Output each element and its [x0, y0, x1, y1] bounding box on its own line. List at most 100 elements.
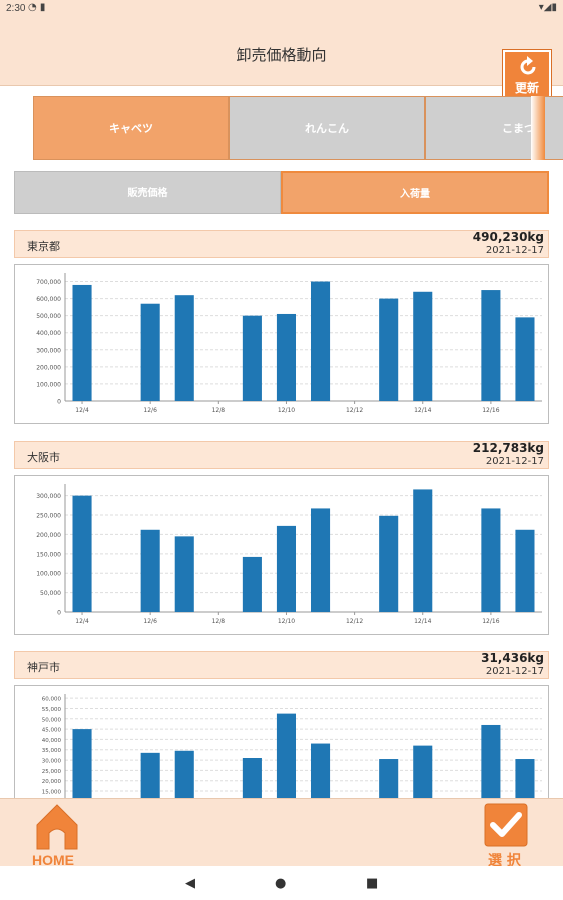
x-tick-label: 12/8 — [212, 407, 226, 414]
y-tick-label: 40,000 — [42, 738, 62, 744]
market-header-tokyo: 東京都 490,230kg 2021-12-17 — [14, 230, 549, 258]
y-tick-label: 30,000 — [42, 759, 62, 765]
metric-tabs: 販売価格 入荷量 — [14, 171, 549, 214]
x-tick-label: 12/10 — [278, 407, 295, 414]
market-amount: 212,783kg — [472, 441, 544, 455]
y-tick-label: 15,000 — [42, 790, 62, 796]
y-tick-label: 500,000 — [36, 313, 61, 320]
page-title: 卸売価格動向 — [236, 46, 327, 64]
market-date: 2021-12-17 — [485, 456, 544, 467]
home-label: HOME — [32, 852, 74, 868]
market-header-kobe: 神戸市 31,436kg 2021-12-17 — [14, 651, 549, 679]
y-tick-label: 60,000 — [42, 697, 62, 703]
x-tick-label: 12/14 — [414, 618, 431, 625]
market-header-osaka: 大阪市 212,783kg 2021-12-17 — [14, 441, 549, 469]
x-tick-label: 12/14 — [414, 407, 431, 414]
y-tick-label: 45,000 — [42, 728, 62, 734]
y-tick-label: 0 — [57, 399, 61, 406]
y-tick-label: 100,000 — [36, 381, 61, 388]
nav-home-icon[interactable]: ● — [275, 876, 287, 891]
market-amount: 490,230kg — [472, 230, 544, 244]
x-tick-label: 12/12 — [346, 407, 363, 414]
bar-12-9 — [242, 556, 262, 612]
tab-scroll-edge — [531, 96, 545, 160]
bar-12-7 — [174, 295, 194, 401]
select-label: 選 択 — [488, 853, 521, 869]
home-button[interactable]: HOME — [32, 803, 80, 868]
tab-arrival-volume[interactable]: 入荷量 — [281, 171, 549, 214]
y-tick-label: 20,000 — [42, 779, 62, 785]
bar-12-11 — [310, 281, 331, 401]
bar-12-14 — [413, 489, 433, 612]
x-tick-label: 12/4 — [75, 407, 89, 414]
bar-12-11 — [310, 508, 331, 612]
market-date: 2021-12-17 — [485, 245, 544, 256]
status-notification-icons: ◔ ▮ — [28, 2, 46, 13]
bottom-bar: HOME 選 択 — [0, 798, 563, 869]
bar-12-10 — [276, 313, 297, 401]
y-tick-label: 25,000 — [42, 769, 62, 775]
market-amount: 31,436kg — [481, 651, 544, 665]
x-tick-label: 12/4 — [75, 618, 89, 625]
bar-12-17 — [515, 317, 535, 401]
y-tick-label: 400,000 — [36, 330, 61, 337]
bar-12-16 — [481, 724, 501, 822]
y-tick-label: 55,000 — [42, 707, 62, 713]
system-nav-bar: ◀ ● ■ — [0, 866, 563, 900]
bar-12-9 — [242, 315, 262, 401]
y-tick-label: 300,000 — [36, 493, 61, 500]
x-tick-label: 12/6 — [143, 407, 157, 414]
product-tabs: キャベツ れんこん こまつ — [33, 96, 563, 160]
bar-12-6 — [140, 529, 160, 612]
checkmark-icon — [484, 803, 528, 847]
chart-tokyo: 0 100,000 200,000 300,000 400,000 500,000 600,… — [14, 264, 549, 424]
y-tick-label: 50,000 — [40, 590, 61, 597]
y-tick-label: 200,000 — [36, 364, 61, 371]
y-tick-label: 50,000 — [42, 717, 62, 723]
market-city: 大阪市 — [27, 451, 60, 464]
tab-product-cabbage[interactable]: キャベツ — [33, 96, 229, 160]
nav-back-icon[interactable]: ◀ — [185, 876, 195, 891]
home-icon — [36, 804, 78, 850]
x-tick-label: 12/6 — [143, 618, 157, 625]
bar-12-4 — [72, 284, 92, 401]
x-tick-label: 12/10 — [278, 618, 295, 625]
bar-12-13 — [379, 298, 399, 401]
refresh-button[interactable]: 更新 — [503, 50, 551, 98]
app-header: 卸売価格動向 更新 — [0, 18, 563, 98]
y-tick-label: 100,000 — [36, 571, 61, 578]
y-tick-label: 0 — [57, 610, 61, 617]
y-tick-label: 700,000 — [36, 279, 61, 286]
x-tick-label: 12/16 — [482, 618, 499, 625]
bar-12-10 — [276, 713, 297, 822]
bar-12-7 — [174, 536, 194, 612]
refresh-label: 更新 — [514, 81, 539, 95]
bar-12-14 — [413, 291, 433, 401]
x-tick-label: 12/8 — [212, 618, 226, 625]
bar-chart-kobe: 05,00010,00015,00020,00025,00030,00035,0… — [42, 694, 542, 835]
status-bar: 2:30 ◔ ▮ ▾◢▮ — [0, 0, 563, 18]
select-button[interactable]: 選 択 — [484, 803, 530, 869]
refresh-icon — [520, 56, 536, 75]
y-tick-label: 200,000 — [36, 532, 61, 539]
status-system-icons: ▾◢▮ — [538, 2, 557, 13]
y-tick-label: 300,000 — [36, 347, 61, 354]
bar-chart-osaka: 0 50,000 100,000 150,000 200,000 250,000 300,0… — [36, 484, 542, 625]
x-tick-label: 12/12 — [346, 618, 363, 625]
y-tick-label: 250,000 — [36, 513, 61, 520]
bar-12-16 — [481, 508, 501, 612]
tab-product-renkon[interactable]: れんこん — [229, 96, 425, 160]
nav-recents-icon[interactable]: ■ — [366, 876, 379, 891]
bar-12-13 — [379, 515, 399, 612]
y-tick-label: 150,000 — [36, 551, 61, 558]
market-date: 2021-12-17 — [485, 666, 544, 677]
bar-12-10 — [276, 525, 297, 612]
bar-12-17 — [515, 529, 535, 612]
bar-chart-tokyo: 0 100,000 200,000 300,000 400,000 500,000 600,… — [36, 273, 542, 414]
tab-sales-price[interactable]: 販売価格 — [14, 171, 281, 214]
chart-osaka: 0 50,000 100,000 150,000 200,000 250,000 300,0… — [14, 475, 549, 635]
market-city: 神戸市 — [27, 661, 60, 674]
market-city: 東京都 — [27, 240, 60, 253]
y-tick-label: 35,000 — [42, 748, 62, 754]
x-tick-label: 12/16 — [482, 407, 499, 414]
